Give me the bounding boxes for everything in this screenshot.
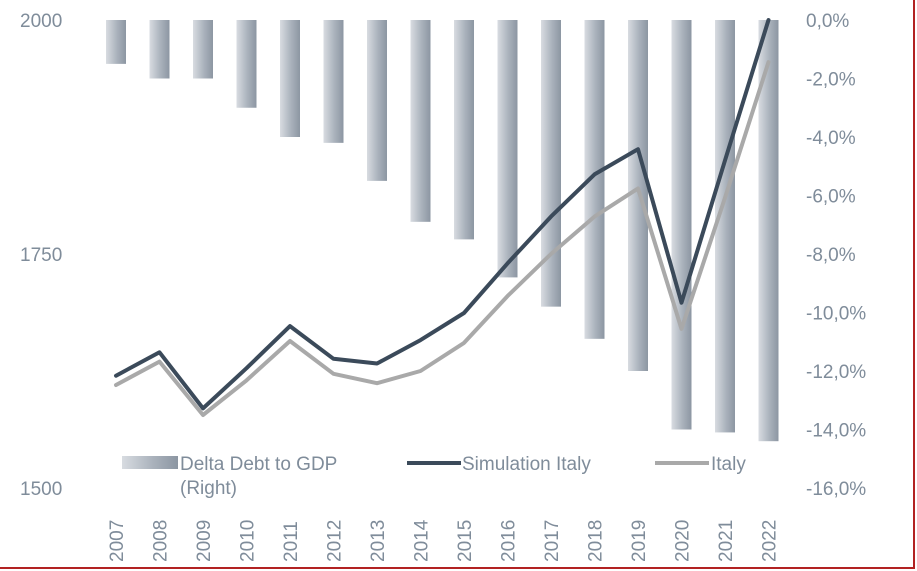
legend-label-simulation: Simulation Italy bbox=[462, 454, 591, 475]
legend-label-delta-debt: (Right) bbox=[180, 478, 237, 499]
right-tick-label: -8,0% bbox=[806, 245, 856, 266]
x-tick-label: 2022 bbox=[760, 520, 781, 562]
bar-2014 bbox=[410, 20, 431, 222]
right-tick-label: -16,0% bbox=[806, 479, 866, 500]
right-tick-label: -2,0% bbox=[806, 70, 856, 91]
bar-2017 bbox=[541, 20, 561, 307]
bar-2021 bbox=[715, 20, 735, 433]
line-italy bbox=[114, 60, 771, 417]
right-tick-label: -14,0% bbox=[806, 421, 866, 442]
lines-group bbox=[114, 18, 771, 417]
x-tick-label: 2019 bbox=[629, 520, 650, 562]
x-tick-label: 2010 bbox=[238, 520, 259, 562]
bar-2013 bbox=[367, 20, 387, 181]
bars-group bbox=[106, 20, 779, 442]
bar-2009 bbox=[193, 20, 213, 79]
legend-label-delta-debt: Delta Debt to GDP bbox=[180, 454, 337, 475]
legend: Delta Debt to GDP (Right) Simulation Italy… bbox=[122, 454, 746, 499]
bar-2008 bbox=[149, 20, 170, 79]
right-axis: 0,0% -2,0% -4,0% -6,0% -8,0% -10,0% -12,0% -14,… bbox=[806, 11, 866, 500]
x-tick-label: 2015 bbox=[455, 520, 476, 562]
line-simulation-italy bbox=[114, 18, 771, 411]
right-tick-label: -6,0% bbox=[806, 187, 856, 208]
bar-2022 bbox=[758, 20, 779, 442]
bar-2019 bbox=[628, 20, 648, 371]
right-tick-label: -10,0% bbox=[806, 304, 866, 325]
bar-2015 bbox=[454, 20, 474, 240]
x-tick-label: 2021 bbox=[716, 520, 737, 562]
right-tick-label: -4,0% bbox=[806, 128, 856, 149]
x-tick-label: 2016 bbox=[499, 520, 520, 562]
x-tick-label: 2017 bbox=[542, 520, 563, 562]
x-tick-label: 2008 bbox=[151, 520, 172, 562]
bar-2007 bbox=[106, 20, 126, 64]
bar-2016 bbox=[497, 20, 518, 278]
left-axis: 2000 1750 1500 bbox=[20, 11, 62, 500]
x-tick-label: 2007 bbox=[107, 520, 128, 562]
bar-2010 bbox=[236, 20, 257, 108]
bar-2018 bbox=[584, 20, 605, 339]
right-tick-label: 0,0% bbox=[806, 11, 849, 32]
legend-label-italy: Italy bbox=[711, 454, 746, 475]
x-tick-label: 2012 bbox=[325, 520, 346, 562]
left-tick-label: 1750 bbox=[20, 245, 62, 266]
legend-swatch-bar bbox=[122, 456, 178, 469]
x-tick-label: 2011 bbox=[281, 521, 302, 562]
right-tick-label: -12,0% bbox=[806, 362, 866, 383]
x-tick-label: 2018 bbox=[586, 520, 607, 562]
bar-2011 bbox=[280, 20, 300, 137]
x-tick-label: 2020 bbox=[673, 520, 694, 562]
x-tick-label: 2014 bbox=[412, 519, 433, 562]
bar-2020 bbox=[671, 20, 692, 430]
left-tick-label: 2000 bbox=[20, 11, 62, 32]
x-tick-label: 2009 bbox=[194, 520, 215, 562]
x-axis: 2007 2008 2009 2010 2011 2012 2013 2014 2015 2016… bbox=[107, 519, 781, 562]
left-tick-label: 1500 bbox=[20, 479, 62, 500]
x-tick-label: 2013 bbox=[368, 520, 389, 562]
bar-2012 bbox=[323, 20, 344, 143]
